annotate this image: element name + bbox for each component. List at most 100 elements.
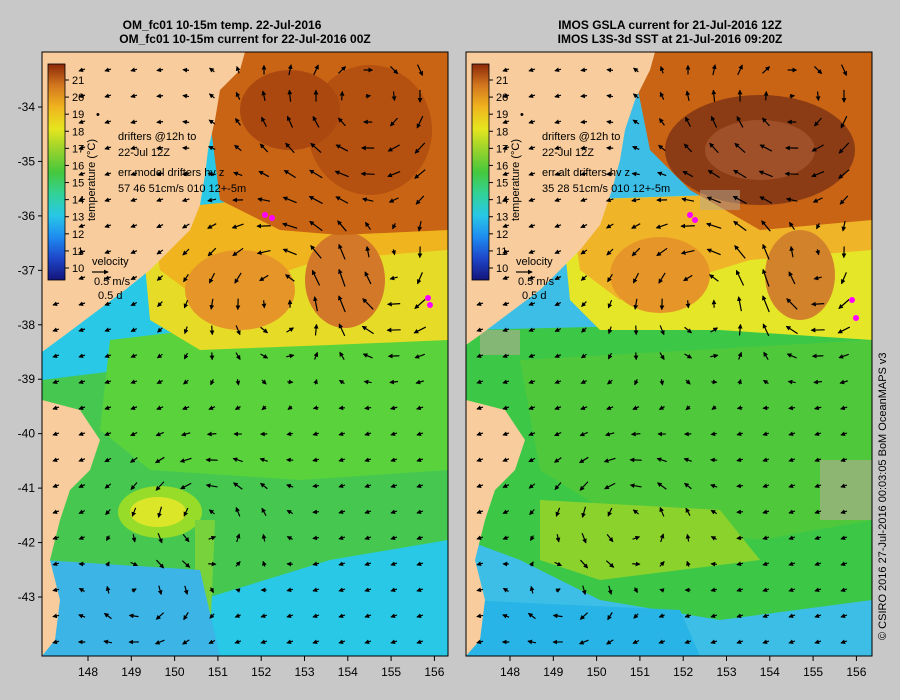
current-vector — [387, 353, 400, 359]
current-vector — [78, 587, 85, 593]
current-vector — [209, 613, 215, 619]
colorbar-tick-label: 18 — [72, 126, 84, 138]
current-vector — [528, 93, 536, 99]
current-vector — [78, 327, 86, 332]
current-vector — [580, 249, 588, 255]
current-vector — [685, 507, 691, 516]
colorbar-tick-label: 13 — [72, 212, 84, 224]
current-vector — [502, 145, 510, 151]
drifter-legend-2: 22-Jul 12Z — [542, 147, 594, 159]
current-vector — [633, 67, 639, 73]
longitude-tick-label: 153 — [716, 665, 736, 679]
current-vector — [338, 561, 346, 567]
current-vector — [360, 171, 375, 177]
current-vector — [788, 483, 796, 488]
current-vector — [580, 171, 588, 177]
current-vector — [786, 298, 798, 310]
current-vector — [502, 275, 510, 280]
current-vector — [52, 613, 60, 619]
current-vector — [338, 587, 346, 592]
current-vector — [363, 379, 372, 385]
current-vector — [784, 171, 799, 177]
velocity-key-duration: 0.5 d — [98, 290, 122, 302]
current-vector — [365, 221, 371, 230]
current-vector — [183, 585, 189, 595]
current-vector — [737, 64, 743, 76]
current-vector — [105, 561, 110, 567]
current-vector — [841, 221, 847, 232]
current-vector — [607, 299, 613, 309]
current-vector — [502, 457, 510, 462]
current-vector — [633, 298, 639, 310]
current-vector — [762, 639, 770, 644]
current-vector — [476, 613, 484, 619]
current-vector — [785, 197, 798, 203]
current-vector — [529, 535, 535, 542]
current-vector — [105, 585, 111, 594]
current-vector — [258, 170, 270, 178]
current-vector — [78, 613, 86, 619]
current-vector — [554, 327, 562, 332]
current-vector — [606, 93, 614, 99]
current-vector — [286, 587, 294, 593]
current-vector — [131, 588, 137, 593]
current-vector — [392, 223, 397, 230]
current-vector — [685, 300, 691, 309]
current-vector — [682, 170, 694, 178]
current-vector — [313, 378, 318, 385]
colorbar-tick-label: 19 — [496, 109, 508, 121]
current-vector — [476, 561, 484, 567]
error-legend-1: err alt drifters hv z — [542, 167, 630, 179]
current-vector — [632, 93, 639, 99]
colorbar-tick-label: 16 — [72, 160, 84, 172]
current-vector — [711, 64, 717, 76]
current-vector — [840, 639, 848, 644]
current-vector — [632, 145, 640, 151]
current-vector — [762, 243, 770, 260]
current-vector — [287, 89, 293, 102]
current-vector — [312, 535, 320, 541]
current-vector — [528, 379, 536, 384]
current-vector — [130, 93, 138, 99]
current-vector — [286, 639, 294, 644]
current-vector — [155, 559, 165, 569]
current-vector — [762, 405, 769, 411]
current-vector — [814, 509, 822, 514]
current-vector — [476, 509, 484, 514]
current-vector — [282, 196, 297, 204]
panel-title-line1: IMOS GSLA current for 21-Jul-2016 12Z — [558, 18, 782, 32]
credit-text: © CSIRO 2016 27-Jul-2016 00:03:05 BoM Oc… — [877, 352, 889, 640]
current-vector — [706, 248, 721, 256]
current-vector — [415, 195, 425, 205]
latitude-tick-label: -43 — [18, 590, 36, 604]
current-vector — [78, 119, 86, 125]
current-vector — [261, 405, 267, 411]
latitude-tick-label: -37 — [18, 263, 36, 277]
current-vector — [605, 171, 614, 177]
current-vector — [208, 272, 216, 284]
current-vector — [338, 243, 346, 260]
current-vector — [762, 268, 770, 287]
current-vector — [631, 197, 641, 203]
current-vector — [476, 301, 484, 306]
current-vector — [309, 169, 323, 179]
current-vector — [207, 197, 217, 203]
current-vector — [710, 613, 718, 619]
current-vector — [208, 145, 216, 151]
current-vector — [606, 67, 614, 73]
current-vector — [207, 247, 217, 257]
current-vector — [838, 353, 850, 359]
current-vector — [130, 561, 139, 567]
current-vector — [528, 275, 536, 280]
current-vector — [338, 613, 346, 618]
current-vector — [476, 483, 484, 488]
current-vector — [128, 613, 139, 619]
current-vector — [262, 560, 267, 567]
current-vector — [528, 457, 536, 463]
current-vector — [78, 483, 86, 488]
current-vector — [502, 405, 510, 410]
current-vector — [685, 90, 691, 101]
current-vector — [840, 483, 848, 488]
current-vector — [157, 532, 163, 544]
